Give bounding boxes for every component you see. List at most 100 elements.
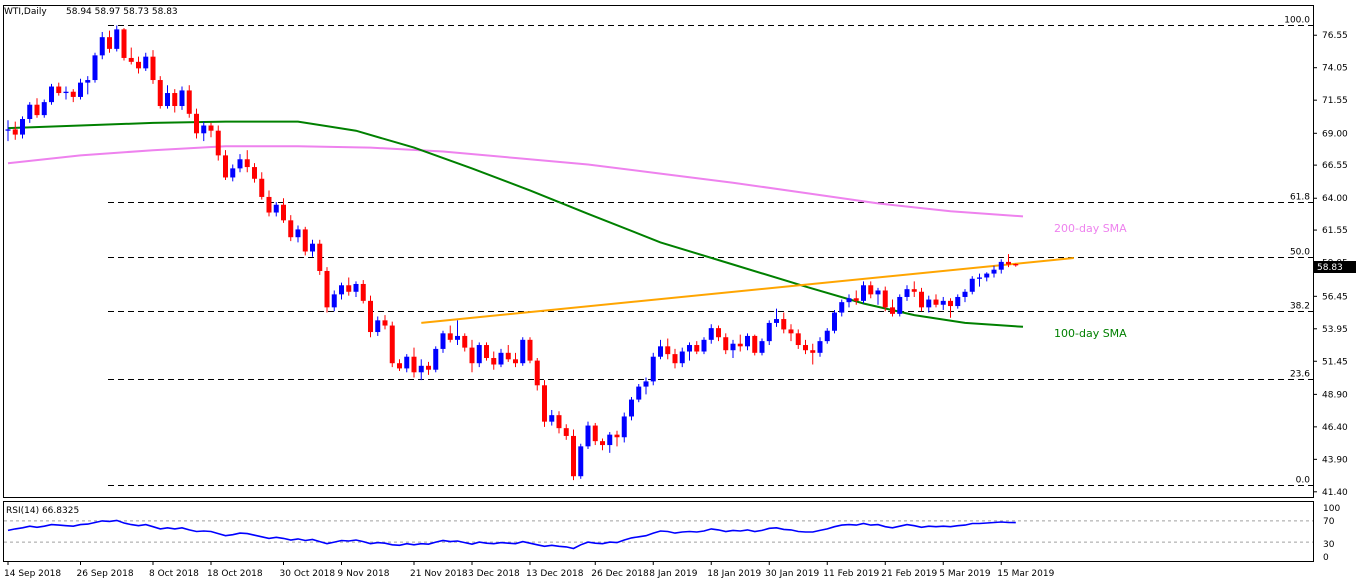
candle-body	[520, 339, 526, 364]
candle-body	[433, 348, 439, 370]
fib-level-label: 100.0	[1284, 16, 1310, 26]
candle-body	[513, 359, 518, 364]
candle-body	[977, 277, 982, 279]
price-tick-label: 66.55	[1322, 161, 1348, 171]
price-tick-label: 61.55	[1322, 226, 1348, 236]
candle-body	[940, 300, 946, 305]
candle-body	[375, 320, 381, 333]
candle-body	[179, 90, 185, 107]
candle-body	[389, 325, 395, 364]
candle-body	[244, 159, 250, 168]
candle-body	[585, 425, 591, 447]
price-tick-label: 53.95	[1322, 325, 1348, 335]
candle-body	[1013, 263, 1019, 266]
series-line	[7, 120, 1024, 328]
price-panel-frame	[3, 5, 1314, 498]
candle-body	[368, 300, 373, 333]
candle-body	[933, 299, 939, 305]
candle-body	[34, 104, 40, 116]
chart-header-ohlc: 58.94 58.97 58.73 58.83	[66, 7, 178, 17]
fib-level-label: 50.0	[1290, 248, 1310, 258]
candle-body	[578, 446, 584, 477]
date-tick-label: 14 Sep 2018	[4, 569, 61, 579]
date-tick-label: 8 Jan 2019	[649, 569, 697, 579]
candle-body	[650, 356, 656, 382]
candle-body	[121, 29, 127, 58]
fibonacci-retracement-levels: 100.0 61.8 50.0 38.2 23.6 0.0	[108, 16, 1313, 486]
candle-body	[63, 91, 69, 94]
candle-body	[484, 345, 489, 359]
candle-body	[92, 55, 98, 81]
candle-body	[571, 435, 576, 477]
candle-body	[890, 307, 895, 314]
candle-body	[556, 415, 562, 429]
candle-body	[5, 129, 11, 131]
candle-body	[462, 335, 468, 348]
rsi-panel-frame	[3, 501, 1314, 562]
price-tick-label: 43.90	[1322, 455, 1348, 465]
candle-body	[759, 341, 765, 353]
date-tick-label: 21 Nov 2018	[410, 569, 468, 579]
candle-body	[455, 335, 460, 340]
candle-body	[542, 385, 547, 422]
candle-body	[41, 102, 47, 116]
candle-body	[701, 339, 707, 352]
candle-body	[107, 37, 112, 49]
candle-body	[803, 345, 808, 351]
fib-level-label: 38.2	[1290, 302, 1310, 312]
candle-body	[360, 283, 366, 301]
fib-level-label: 61.8	[1290, 193, 1310, 203]
candle-body	[382, 320, 388, 326]
date-tick-label: 8 Oct 2018	[149, 569, 199, 579]
price-tick-label: 71.55	[1322, 96, 1348, 106]
candle-body	[324, 270, 330, 308]
fib-level-label: 23.6	[1290, 370, 1310, 380]
candle-body	[426, 365, 431, 370]
candle-body	[223, 155, 228, 178]
candle-body	[665, 346, 671, 355]
date-tick-label: 18 Oct 2018	[207, 569, 263, 579]
candle-body	[810, 350, 816, 353]
candle-body	[817, 341, 823, 353]
candle-body	[310, 243, 315, 252]
candle-body	[317, 243, 323, 271]
sma100-label: 100-day SMA	[1054, 327, 1127, 340]
price-tick-label: 56.45	[1322, 292, 1348, 302]
candle-body	[136, 61, 141, 69]
candle-body	[259, 178, 265, 197]
candle-body	[868, 285, 874, 295]
rsi-title: RSI(14) 66.8325	[6, 506, 79, 516]
candlestick-series	[5, 25, 1019, 481]
candle-body	[172, 93, 178, 107]
price-tick-label: 76.55	[1322, 31, 1348, 41]
candle-body	[215, 130, 221, 156]
candle-body	[549, 415, 555, 422]
candle-body	[527, 339, 533, 361]
candle-body	[418, 365, 424, 373]
candle-body	[281, 204, 286, 221]
current-price-tag-bg	[1314, 261, 1356, 273]
candle-body	[672, 354, 678, 364]
current-price-tag: 58.83	[1317, 263, 1343, 273]
date-tick-label: 15 Mar 2019	[997, 569, 1054, 579]
candle-body	[694, 345, 700, 352]
moving-average-lines	[7, 120, 1074, 328]
candle-body	[795, 333, 801, 346]
candle-body	[404, 356, 410, 369]
candle-body	[397, 363, 402, 369]
candle-body	[897, 296, 903, 314]
sma200-label: 200-day SMA	[1054, 222, 1127, 235]
candle-body	[331, 294, 337, 308]
rsi-level-0: 0	[1323, 553, 1329, 563]
candle-body	[919, 291, 924, 308]
candle-body	[745, 335, 750, 347]
candle-body	[447, 333, 453, 340]
candle-body	[143, 56, 149, 69]
date-tick-label: 26 Sep 2018	[77, 569, 134, 579]
candle-body	[27, 104, 33, 120]
candle-body	[78, 82, 83, 97]
candle-body	[730, 343, 736, 351]
date-tick-label: 30 Oct 2018	[280, 569, 336, 579]
candle-body	[469, 347, 475, 364]
price-tick-label: 46.40	[1322, 423, 1348, 433]
